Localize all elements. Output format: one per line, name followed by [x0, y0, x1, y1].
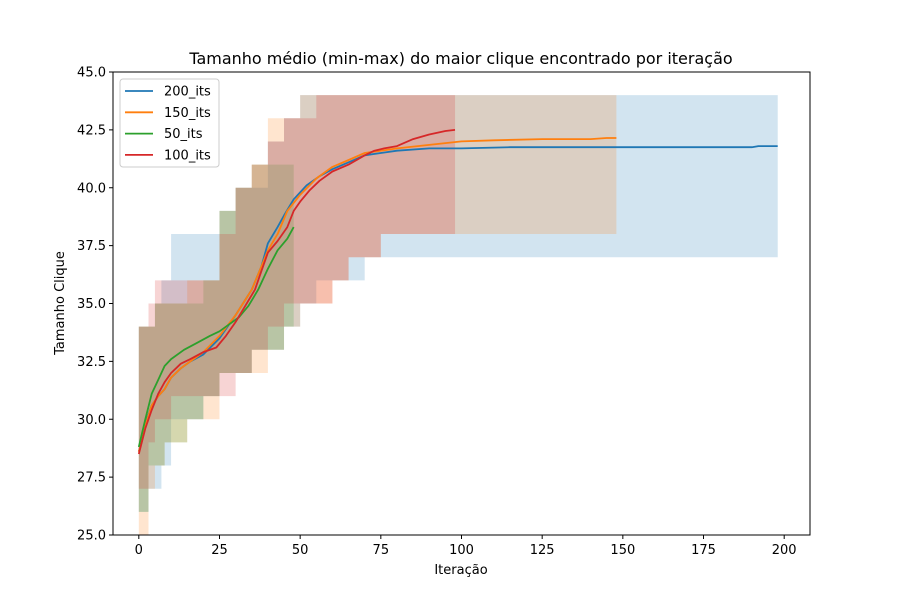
series-line-100_its	[137, 129, 456, 455]
y-tick-label: 40.0	[77, 181, 106, 196]
x-axis-label: Iteração	[434, 563, 487, 578]
y-tick-label: 45.0	[77, 66, 106, 81]
legend-label-150_its: 150_its	[164, 106, 211, 121]
x-tick-label: 200	[772, 543, 797, 558]
line-layer	[137, 129, 778, 455]
y-tick-label: 25.0	[77, 529, 106, 544]
x-tick-label: 75	[373, 543, 390, 558]
legend-label-50_its: 50_its	[164, 127, 203, 142]
x-axis-ticks: 0 25 50 75 100 125 150 175 200	[135, 535, 797, 558]
y-tick-label: 42.5	[77, 123, 106, 138]
x-tick-label: 125	[530, 543, 555, 558]
y-tick-label: 37.5	[77, 239, 106, 254]
x-tick-label: 50	[292, 543, 309, 558]
y-tick-label: 27.5	[77, 471, 106, 486]
legend-box	[119, 78, 220, 168]
x-tick-label: 175	[691, 543, 716, 558]
x-tick-label: 100	[449, 543, 474, 558]
x-tick-label: 25	[211, 543, 228, 558]
band-200_its	[138, 95, 778, 512]
legend: 200_its 150_its 50_its 100_its	[119, 78, 220, 168]
y-tick-label: 32.5	[77, 355, 106, 370]
x-tick-label: 0	[135, 543, 143, 558]
legend-label-200_its: 200_its	[164, 85, 211, 100]
y-tick-label: 35.0	[77, 297, 106, 312]
y-tick-label: 30.0	[77, 413, 106, 428]
chart-title: Tamanho médio (min-max) do maior clique …	[188, 49, 732, 68]
series-line-150_its	[137, 137, 617, 452]
band-100_its	[138, 95, 456, 489]
series-line-50_its	[137, 226, 295, 448]
y-axis-label: Tamanho Clique	[53, 251, 68, 356]
x-tick-label: 150	[610, 543, 635, 558]
band-150_its	[138, 95, 617, 536]
legend-label-100_its: 100_its	[164, 148, 211, 163]
y-axis-ticks: 25.0 27.5 30.0 32.5 35.0 37.5 40.0 42.5 45.0	[77, 66, 113, 544]
